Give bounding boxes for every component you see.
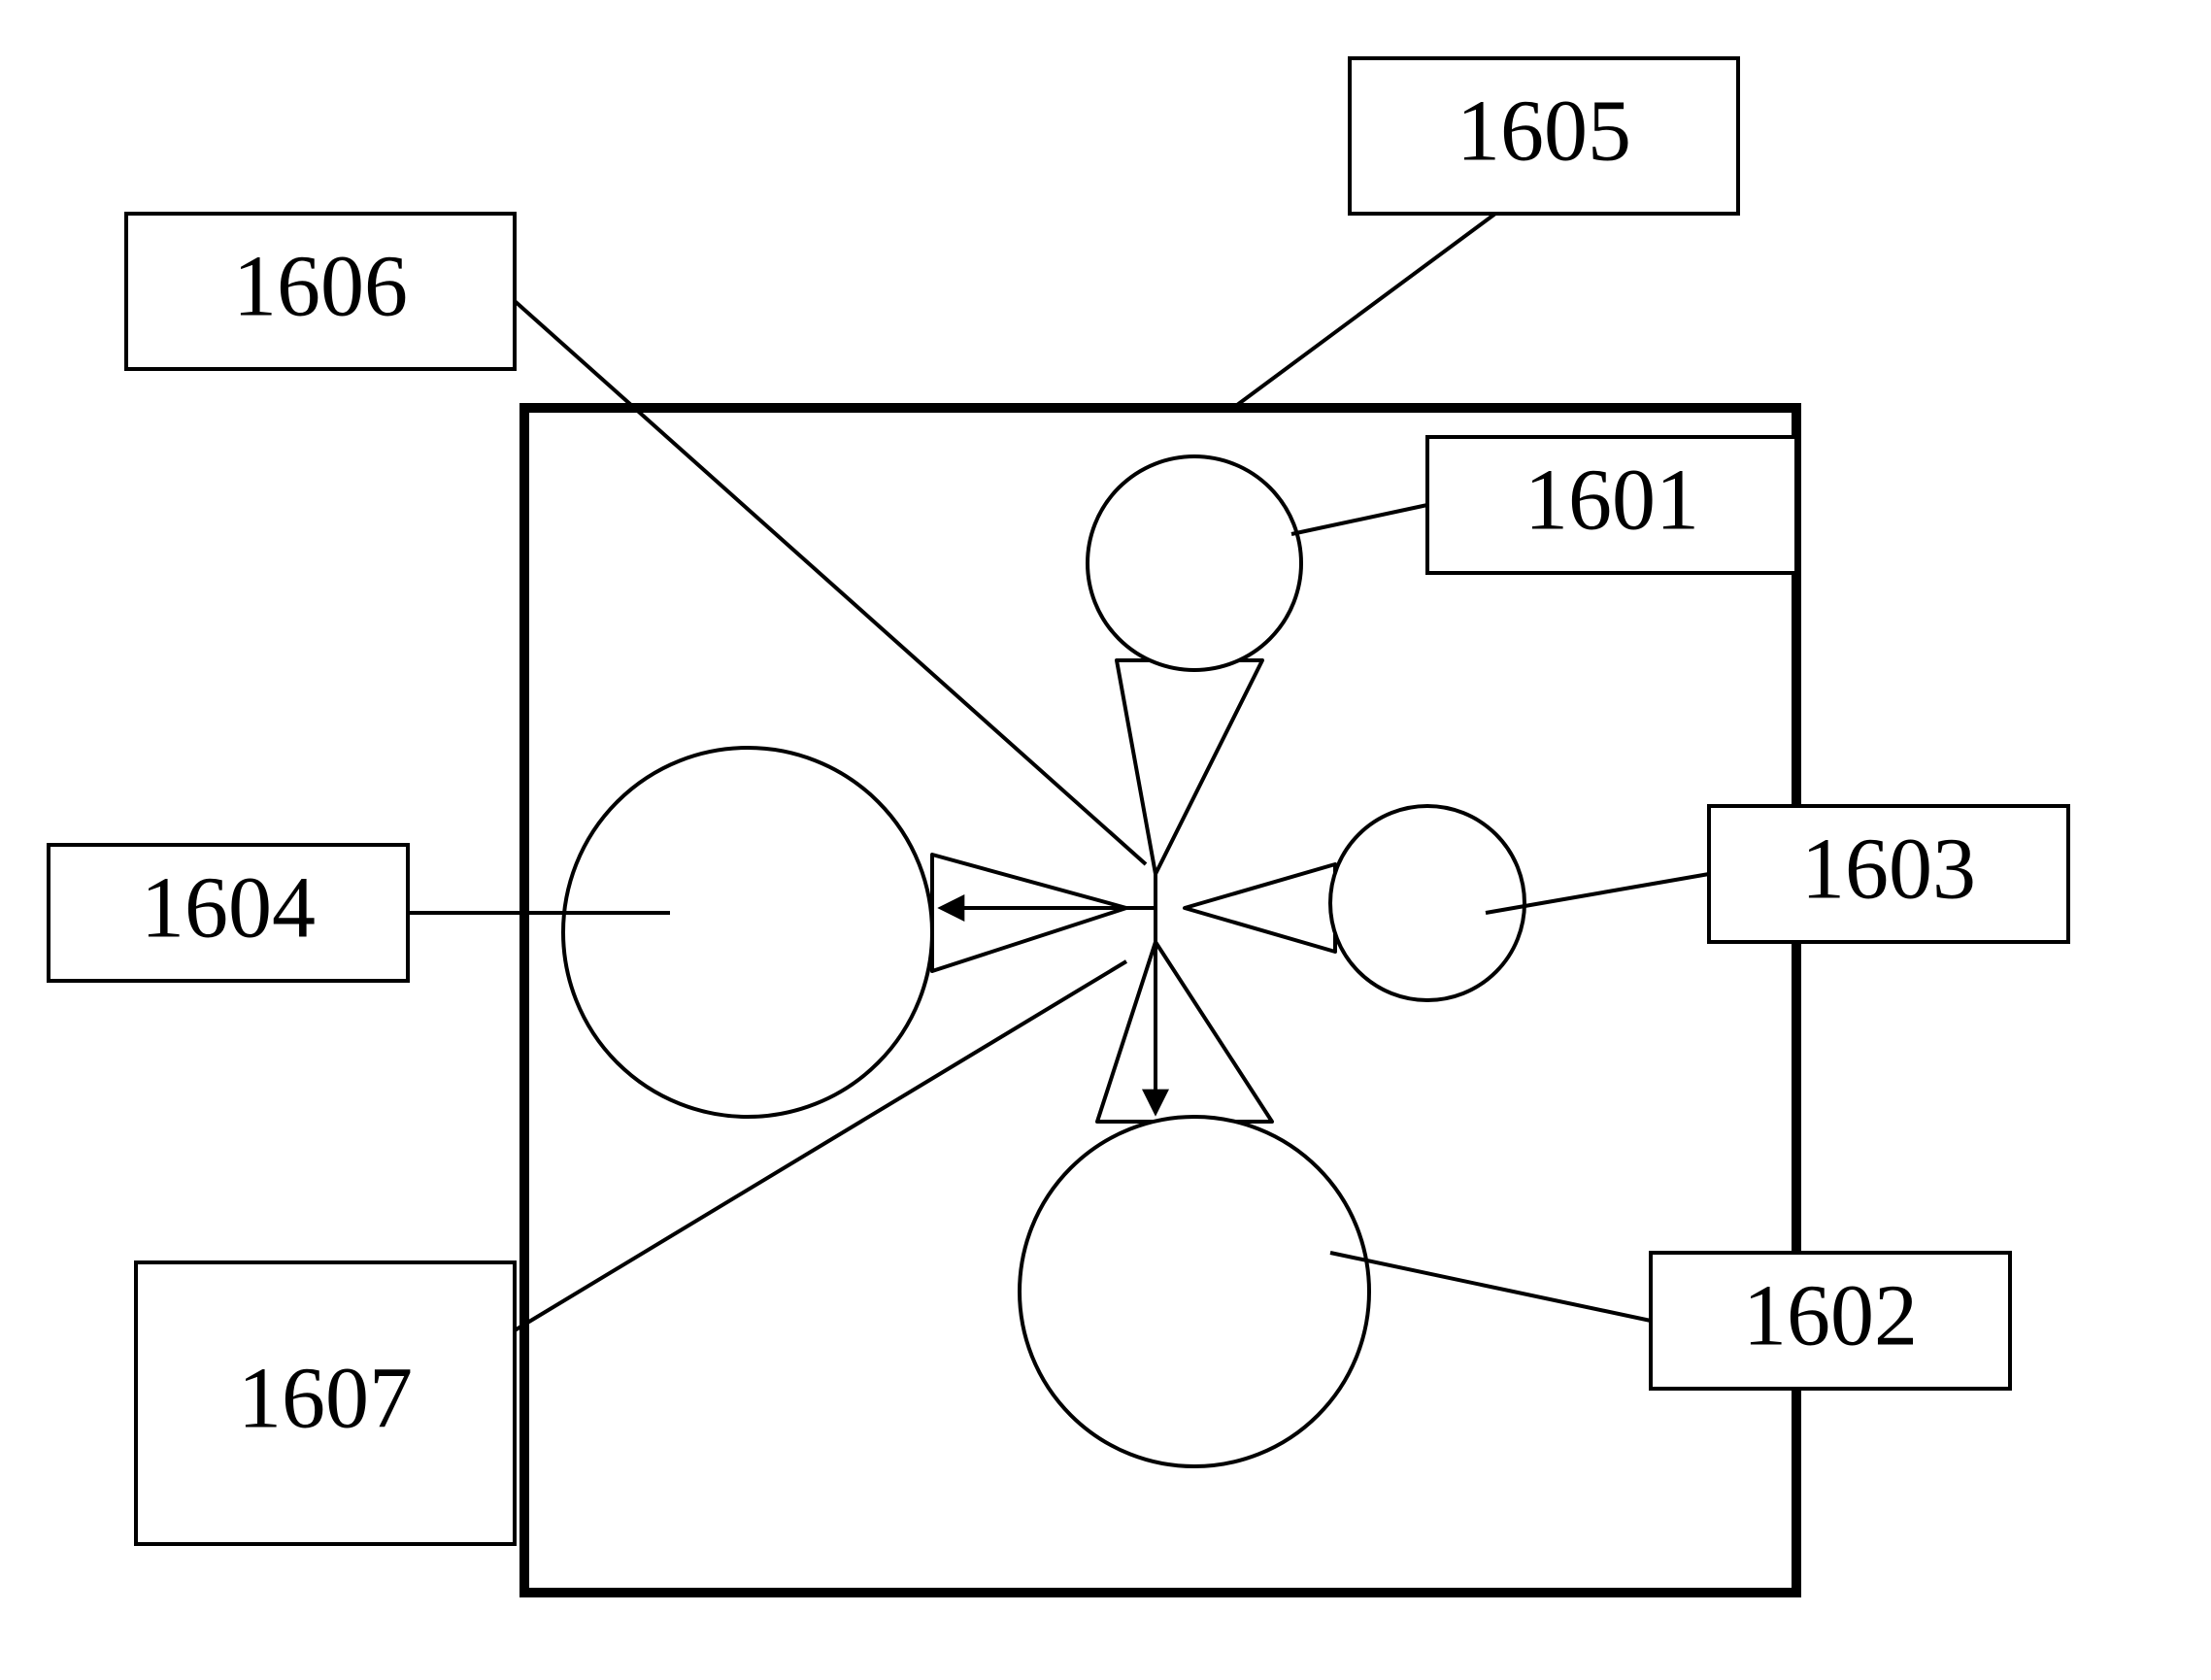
circle-top xyxy=(1088,456,1301,670)
label-text-l1606: 1606 xyxy=(233,239,408,335)
leader-l1605 xyxy=(1233,214,1495,408)
label-text-l1604: 1604 xyxy=(141,860,316,957)
circle-bottom xyxy=(1020,1117,1369,1466)
label-text-l1602: 1602 xyxy=(1743,1268,1918,1364)
circle-left xyxy=(563,748,932,1117)
label-text-l1601: 1601 xyxy=(1524,453,1699,549)
label-text-l1607: 1607 xyxy=(238,1351,413,1447)
label-text-l1605: 1605 xyxy=(1457,84,1631,180)
circle-right xyxy=(1330,806,1524,1000)
label-text-l1603: 1603 xyxy=(1801,822,1976,918)
